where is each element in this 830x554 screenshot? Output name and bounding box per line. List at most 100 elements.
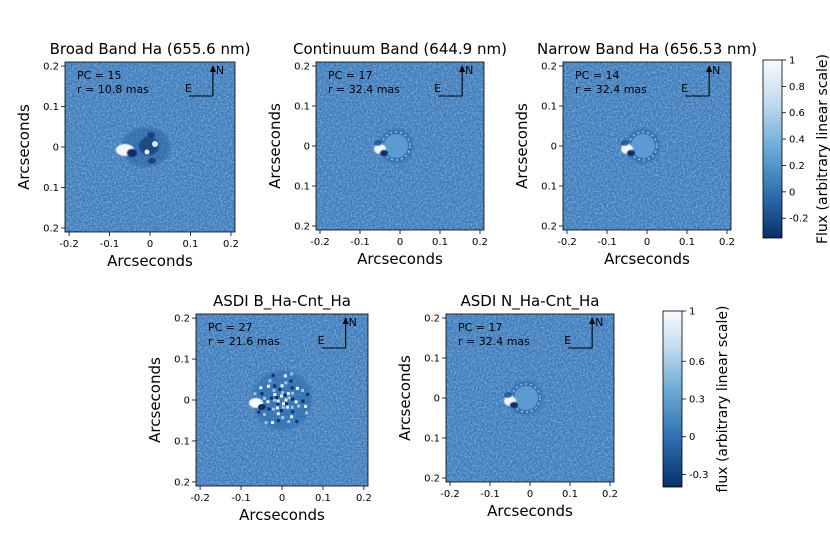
x-tick-label: 0.1 xyxy=(432,237,448,248)
colorbar-tick-label: 0 xyxy=(689,432,695,443)
colorbar-1: 1 0.8 0.6 0.4 0.2 0 -0.2 Flux (arbitrary linear… xyxy=(762,54,830,244)
y-tick-label: 0.1 xyxy=(294,102,310,113)
y-axis-label: Arcseconds xyxy=(266,103,284,189)
x-tick-label: -0.1 xyxy=(480,489,500,500)
pc-annotation: PC = 27 xyxy=(208,321,253,334)
x-tick-label: 0.2 xyxy=(472,237,488,248)
stellar-residual xyxy=(621,129,660,163)
colorbar-2: 1 0.6 0.3 0 -0.3 flux (arbitrary linear scale… xyxy=(662,306,731,493)
compass-east-label: E xyxy=(564,334,571,347)
x-tick-label: -0.2 xyxy=(310,237,330,248)
radius-annotation: r = 10.8 mas xyxy=(77,83,149,96)
compass-icon: NE xyxy=(318,316,357,349)
pc-annotation: PC = 17 xyxy=(458,321,503,334)
colorbar-tick-label: 1 xyxy=(689,307,695,318)
colorbar-tick-label: 0 xyxy=(789,187,795,198)
colorbar-tick-label: 0.2 xyxy=(789,161,805,172)
radius-annotation: r = 32.4 mas xyxy=(328,83,400,96)
compass-north-label: N xyxy=(349,316,357,329)
x-tick-label: -0.1 xyxy=(350,237,370,248)
x-tick-label: 0 xyxy=(147,239,153,250)
y-tick-label: 0 xyxy=(184,396,190,407)
image-panel-1: -0.2 -0.1 0 0.1 0.2 0.2 0.1 0 0.1 0.2 Broad Band H… xyxy=(15,40,250,270)
colorbar-tick-label: 0.4 xyxy=(789,135,805,146)
pc-annotation: PC = 17 xyxy=(328,69,373,82)
y-tick-label: 0.1 xyxy=(174,355,190,366)
radius-annotation: r = 21.6 mas xyxy=(208,335,280,348)
x-tick-label: 0 xyxy=(644,237,650,248)
x-tick-label: 0.2 xyxy=(602,489,618,500)
colorbar-tick-label: 0.6 xyxy=(689,357,705,368)
colorbar-gradient xyxy=(762,59,783,239)
x-tick-label: 0.1 xyxy=(315,493,331,504)
compass-north-label: N xyxy=(712,64,720,77)
compass-east-label: E xyxy=(681,82,688,95)
compass-east-label: E xyxy=(318,334,325,347)
y-axis-label: Arcseconds xyxy=(513,103,531,189)
x-tick-label: -0.2 xyxy=(440,489,460,500)
y-tick-label: 0.2 xyxy=(294,62,310,73)
x-tick-label: -0.1 xyxy=(231,493,251,504)
stellar-residual xyxy=(116,127,170,167)
y-tick-label: 0.1 xyxy=(43,183,59,194)
x-tick-label: 0.1 xyxy=(562,489,578,500)
x-axis-label: Arcseconds xyxy=(357,250,443,268)
y-tick-label: 0.2 xyxy=(541,222,557,233)
image-panel-5: -0.2 -0.1 0 0.1 0.2 0.2 0.1 0 0.1 0.2 ASDI N_Ha-Cn… xyxy=(396,292,618,520)
colorbar-label: Flux (arbitrary linear scale) xyxy=(815,54,830,244)
x-axis-label: Arcseconds xyxy=(487,502,573,520)
y-tick-label: 0.1 xyxy=(424,434,440,445)
compass-north-label: N xyxy=(216,64,224,77)
pc-annotation: PC = 14 xyxy=(575,69,620,82)
x-axis-label: Arcseconds xyxy=(107,252,193,270)
y-axis-label: Arcseconds xyxy=(15,104,33,190)
compass-icon: NE xyxy=(185,64,224,97)
x-tick-label: 0.1 xyxy=(183,239,199,250)
x-tick-label: 0 xyxy=(527,489,533,500)
x-tick-label: 0.2 xyxy=(719,237,735,248)
colorbar-tick-label: -0.3 xyxy=(689,470,709,481)
y-tick-label: 0 xyxy=(304,142,310,153)
colorbar-tick-label: 0.8 xyxy=(789,82,805,93)
stellar-residual xyxy=(249,370,312,430)
colorbar-tick-label: 0.3 xyxy=(689,395,705,406)
image-panel-4: -0.2 -0.1 0 0.1 0.2 0.2 0.1 0 0.1 0.2 ASDI B_Ha-Cn… xyxy=(146,292,372,524)
y-tick-label: 0.1 xyxy=(294,182,310,193)
x-axis-label: Arcseconds xyxy=(239,506,325,524)
y-tick-label: 0.1 xyxy=(424,354,440,365)
y-tick-label: 0 xyxy=(434,394,440,405)
y-tick-label: 0 xyxy=(551,142,557,153)
panel-title: ASDI B_Ha-Cnt_Ha xyxy=(213,292,351,311)
y-axis-label: Arcseconds xyxy=(146,357,164,443)
radius-annotation: r = 32.4 mas xyxy=(575,83,647,96)
compass-east-label: E xyxy=(434,82,441,95)
y-tick-label: 0.2 xyxy=(294,222,310,233)
colorbar-label: flux (arbitrary linear scale) xyxy=(715,306,731,493)
x-tick-label: -0.2 xyxy=(59,239,79,250)
y-tick-label: 0.1 xyxy=(43,102,59,113)
stellar-residual xyxy=(374,129,413,163)
y-tick-label: 0 xyxy=(53,143,59,154)
y-tick-label: 0.1 xyxy=(541,102,557,113)
y-tick-label: 0.2 xyxy=(541,62,557,73)
colorbar-tick-label: 0.6 xyxy=(789,108,805,119)
image-panel-3: -0.2 -0.1 0 0.1 0.2 0.2 0.1 0 0.1 0.2 Narrow Band … xyxy=(513,40,757,268)
compass-north-label: N xyxy=(465,64,473,77)
panel-title: Broad Band Ha (655.6 nm) xyxy=(50,40,251,58)
y-tick-label: 0.2 xyxy=(424,314,440,325)
colorbar-tick-label: -0.2 xyxy=(789,214,809,225)
x-tick-label: 0 xyxy=(279,493,285,504)
x-tick-label: 0 xyxy=(397,237,403,248)
y-tick-label: 0.2 xyxy=(43,223,59,234)
y-tick-label: 0.2 xyxy=(174,314,190,325)
stellar-residual xyxy=(504,381,543,415)
y-tick-label: 0.1 xyxy=(174,436,190,447)
y-tick-label: 0.2 xyxy=(174,477,190,488)
image-panel-2: -0.2 -0.1 0 0.1 0.2 0.2 0.1 0 0.1 0.2 Continuum Ba… xyxy=(266,40,507,268)
x-tick-label: 0.1 xyxy=(679,237,695,248)
x-tick-label: 0.2 xyxy=(356,493,372,504)
compass-north-label: N xyxy=(595,316,603,329)
y-axis-label: Arcseconds xyxy=(396,355,414,441)
x-axis-label: Arcseconds xyxy=(604,250,690,268)
x-tick-label: -0.1 xyxy=(100,239,120,250)
